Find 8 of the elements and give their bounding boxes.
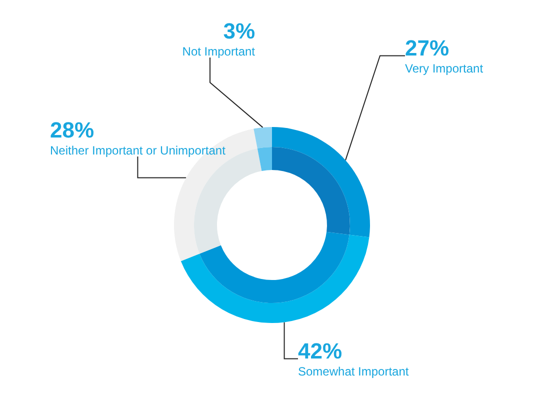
text: 27%: [405, 36, 450, 60]
slice-label: Not Important: [182, 44, 256, 58]
text: 42%: [298, 338, 342, 364]
slice-label: Neither Important or Unimportant: [50, 144, 226, 158]
slice-label: Very Important: [405, 62, 484, 76]
slice-label: Somewhat Important: [298, 364, 410, 378]
text: 28%: [50, 118, 94, 142]
text: 3%: [223, 18, 255, 44]
